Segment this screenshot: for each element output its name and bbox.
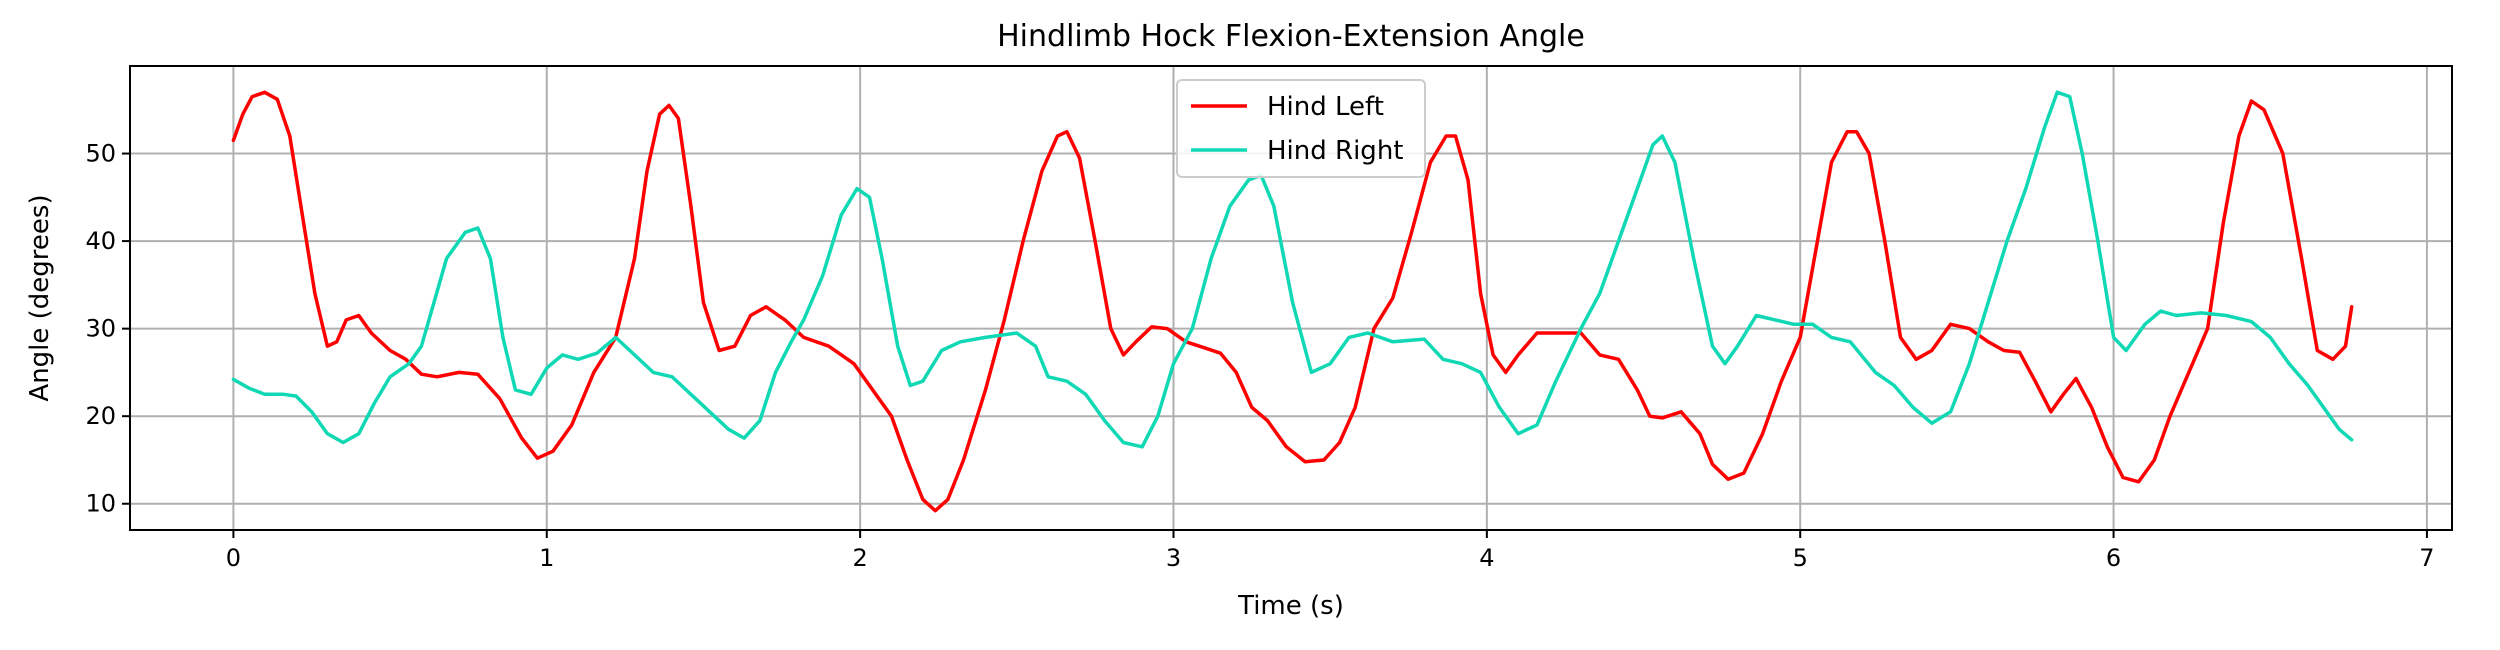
x-tick-label: 2 — [852, 544, 867, 572]
x-tick-label: 6 — [2106, 544, 2121, 572]
legend-label: Hind Left — [1267, 92, 1384, 122]
x-tick-label: 3 — [1166, 544, 1181, 572]
y-tick-label: 50 — [85, 140, 116, 168]
y-tick-label: 20 — [85, 402, 116, 430]
series-line-hind-left — [231, 90, 2354, 513]
y-tick-label: 10 — [85, 490, 116, 518]
y-tick-label: 40 — [85, 227, 116, 255]
legend-label: Hind Right — [1267, 136, 1404, 166]
x-tick-label: 1 — [539, 544, 554, 572]
x-tick-label: 5 — [1793, 544, 1808, 572]
x-tick-label: 0 — [226, 544, 241, 572]
x-tick-label: 7 — [2419, 544, 2434, 572]
plot-frame — [129, 65, 2453, 531]
chart-title: Hindlimb Hock Flexion-Extension Angle — [997, 19, 1585, 54]
y-axis-label: Angle (degrees) — [25, 194, 55, 401]
grid-lines — [130, 66, 2452, 530]
y-tick-label: 30 — [85, 315, 116, 343]
series-line-hind-right — [231, 90, 2354, 449]
plot-series — [231, 90, 2354, 513]
axis-ticks: 0 1 2 3 4 5 6 7 10 20 30 40 50 — [85, 140, 2434, 572]
x-axis-label: Time (s) — [1237, 591, 1344, 621]
x-tick-label: 4 — [1479, 544, 1494, 572]
legend: Hind Left Hind Right — [1176, 79, 1426, 178]
